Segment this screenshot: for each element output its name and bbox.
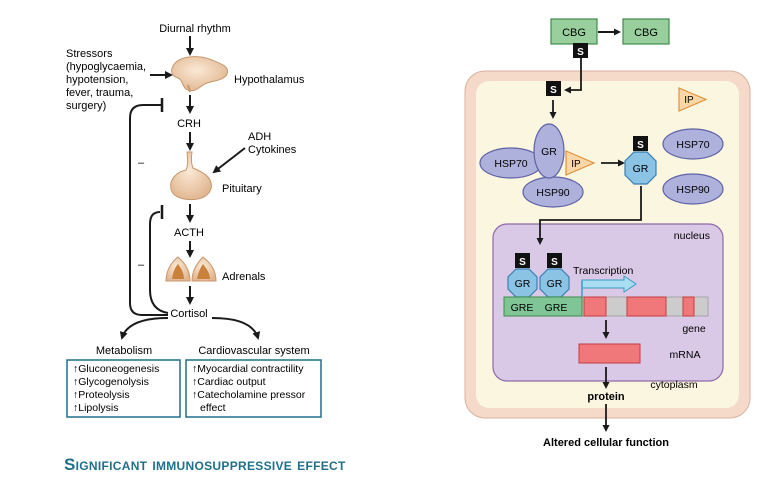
gr-label-dimer-1: GR xyxy=(515,278,531,290)
arrow-adh-to-pituitary xyxy=(212,147,246,174)
section-heading: Significant immunosuppressive effect xyxy=(64,455,346,474)
transcription-label: Transcription xyxy=(573,265,633,277)
stressors-line-1: Stressors xyxy=(66,48,113,60)
exon-3 xyxy=(682,296,695,317)
cytoplasm-label: cytoplasm xyxy=(650,379,698,391)
steroid-label-entering: S xyxy=(550,85,557,96)
cardiovascular-item-2: ↑Cardiac output xyxy=(192,376,266,388)
cardiovascular-title: Cardiovascular system xyxy=(198,345,309,357)
hypothalamus-label: Hypothalamus xyxy=(234,74,305,86)
exon-1 xyxy=(583,296,607,317)
gre-region xyxy=(503,296,583,317)
stressors-label: Stressors (hypoglycaemia, hypotension, f… xyxy=(66,48,149,112)
ip-triangle-complex xyxy=(565,150,596,176)
adrenals-illustration xyxy=(165,256,217,282)
steroid-badge-dimer-2 xyxy=(547,253,562,268)
crh-label: CRH xyxy=(177,118,201,130)
gene-label: gene xyxy=(682,323,706,335)
nucleus-label: nucleus xyxy=(674,230,710,242)
mrna-bar xyxy=(578,343,641,364)
transcription-arrow xyxy=(581,275,637,293)
metabolism-item-3: ↑Proteolysis xyxy=(73,389,130,401)
steroid-badge-on-cbg xyxy=(573,43,588,58)
gr-label-free: GR xyxy=(633,163,649,175)
feedback-loop-inner xyxy=(149,211,169,314)
hsp90-label-complex: HSP90 xyxy=(536,187,569,199)
steroid-label-on-cbg: S xyxy=(577,47,584,58)
cardiovascular-item-3: ↑Catecholamine pressor xyxy=(192,389,306,401)
hsp90-label-free: HSP90 xyxy=(676,184,709,196)
steroid-label-dimer-2: S xyxy=(551,257,558,268)
ip-label-complex: IP xyxy=(571,159,581,170)
metabolism-items: ↑Gluconeogenesis ↑Glycogenolysis ↑Proteo… xyxy=(73,363,162,414)
hsp70-label-free: HSP70 xyxy=(676,139,709,151)
stressors-line-3: hypotension, xyxy=(66,74,128,86)
diurnal-rhythm-label: Diurnal rhythm xyxy=(159,23,231,35)
cortisol-label: Cortisol xyxy=(170,308,207,320)
arrow-cortisol-to-metabolism xyxy=(119,317,169,340)
cbg-box-right xyxy=(622,18,670,45)
cbg-left-label: CBG xyxy=(562,27,586,39)
stressors-line-2: (hypoglycaemia, xyxy=(66,61,146,73)
cbg-right-label: CBG xyxy=(634,27,658,39)
adh-cytokines-label: ADH Cytokines xyxy=(248,131,297,156)
stressors-line-4: fever, trauma, xyxy=(66,87,133,99)
steroid-label-on-gr: S xyxy=(637,140,644,151)
cytokines-label: Cytokines xyxy=(248,144,297,156)
cardiovascular-items: ↑Myocardial contractility ↑Cardiac outpu… xyxy=(192,363,308,414)
protein-label: protein xyxy=(587,391,625,403)
pituitary-illustration xyxy=(170,151,212,201)
gr-label-dimer-2: GR xyxy=(547,278,563,290)
adh-label: ADH xyxy=(248,131,271,143)
arrow-steroid-into-cell xyxy=(564,58,582,94)
gre-label-1: GRE xyxy=(511,302,534,314)
cbg-box-left xyxy=(550,18,598,45)
hsp70-ellipse-free xyxy=(662,128,724,160)
gr-octagon-free xyxy=(624,151,657,185)
steroid-badge-dimer-1 xyxy=(515,253,530,268)
metabolism-item-1: ↑Gluconeogenesis xyxy=(73,363,159,375)
outcome-label: Altered cellular function xyxy=(543,437,669,449)
exon-2 xyxy=(626,296,667,317)
hpa-axis: Diurnal rhythm Stressors (hypoglycaemia,… xyxy=(66,23,322,418)
cardiovascular-box xyxy=(185,359,322,418)
cardiovascular-item-1: ↑Myocardial contractility xyxy=(192,363,304,375)
pituitary-label: Pituitary xyxy=(222,183,262,195)
metabolism-box xyxy=(66,359,181,418)
stressors-line-5: surgery) xyxy=(66,100,106,112)
metabolism-item-4: ↑Lipolysis xyxy=(73,402,119,414)
metabolism-item-2: ↑Glycogenolysis xyxy=(73,376,149,388)
feedback-sign-hypothalamus: – xyxy=(138,157,145,169)
cardiovascular-item-4: effect xyxy=(200,402,226,414)
mrna-label: mRNA xyxy=(670,349,701,361)
adrenals-label: Adrenals xyxy=(222,271,266,283)
gr-ellipse-complex xyxy=(533,123,565,179)
metabolism-title: Metabolism xyxy=(96,345,152,357)
feedback-loop-outer xyxy=(129,104,168,316)
arrow-gr-into-nucleus xyxy=(536,186,642,245)
steroid-label-dimer-1: S xyxy=(519,257,526,268)
hypothalamus-illustration xyxy=(171,56,229,93)
cell-diagram: CBG CBG S S IP HSP70 HSP90 GR IP S GR xyxy=(464,18,751,449)
gre-label-2: GRE xyxy=(545,302,568,314)
feedback-sign-pituitary: – xyxy=(138,259,145,271)
arrow-cortisol-to-cardiovascular xyxy=(211,317,261,340)
hsp90-ellipse-free xyxy=(662,173,724,205)
acth-label: ACTH xyxy=(174,227,204,239)
ip-label-free: IP xyxy=(684,95,694,106)
ip-triangle-free xyxy=(678,87,708,112)
steroid-badge-entering xyxy=(546,81,561,96)
hsp70-label-complex: HSP70 xyxy=(494,158,527,170)
steroid-badge-on-gr xyxy=(633,136,648,151)
gr-label-complex: GR xyxy=(541,146,557,158)
